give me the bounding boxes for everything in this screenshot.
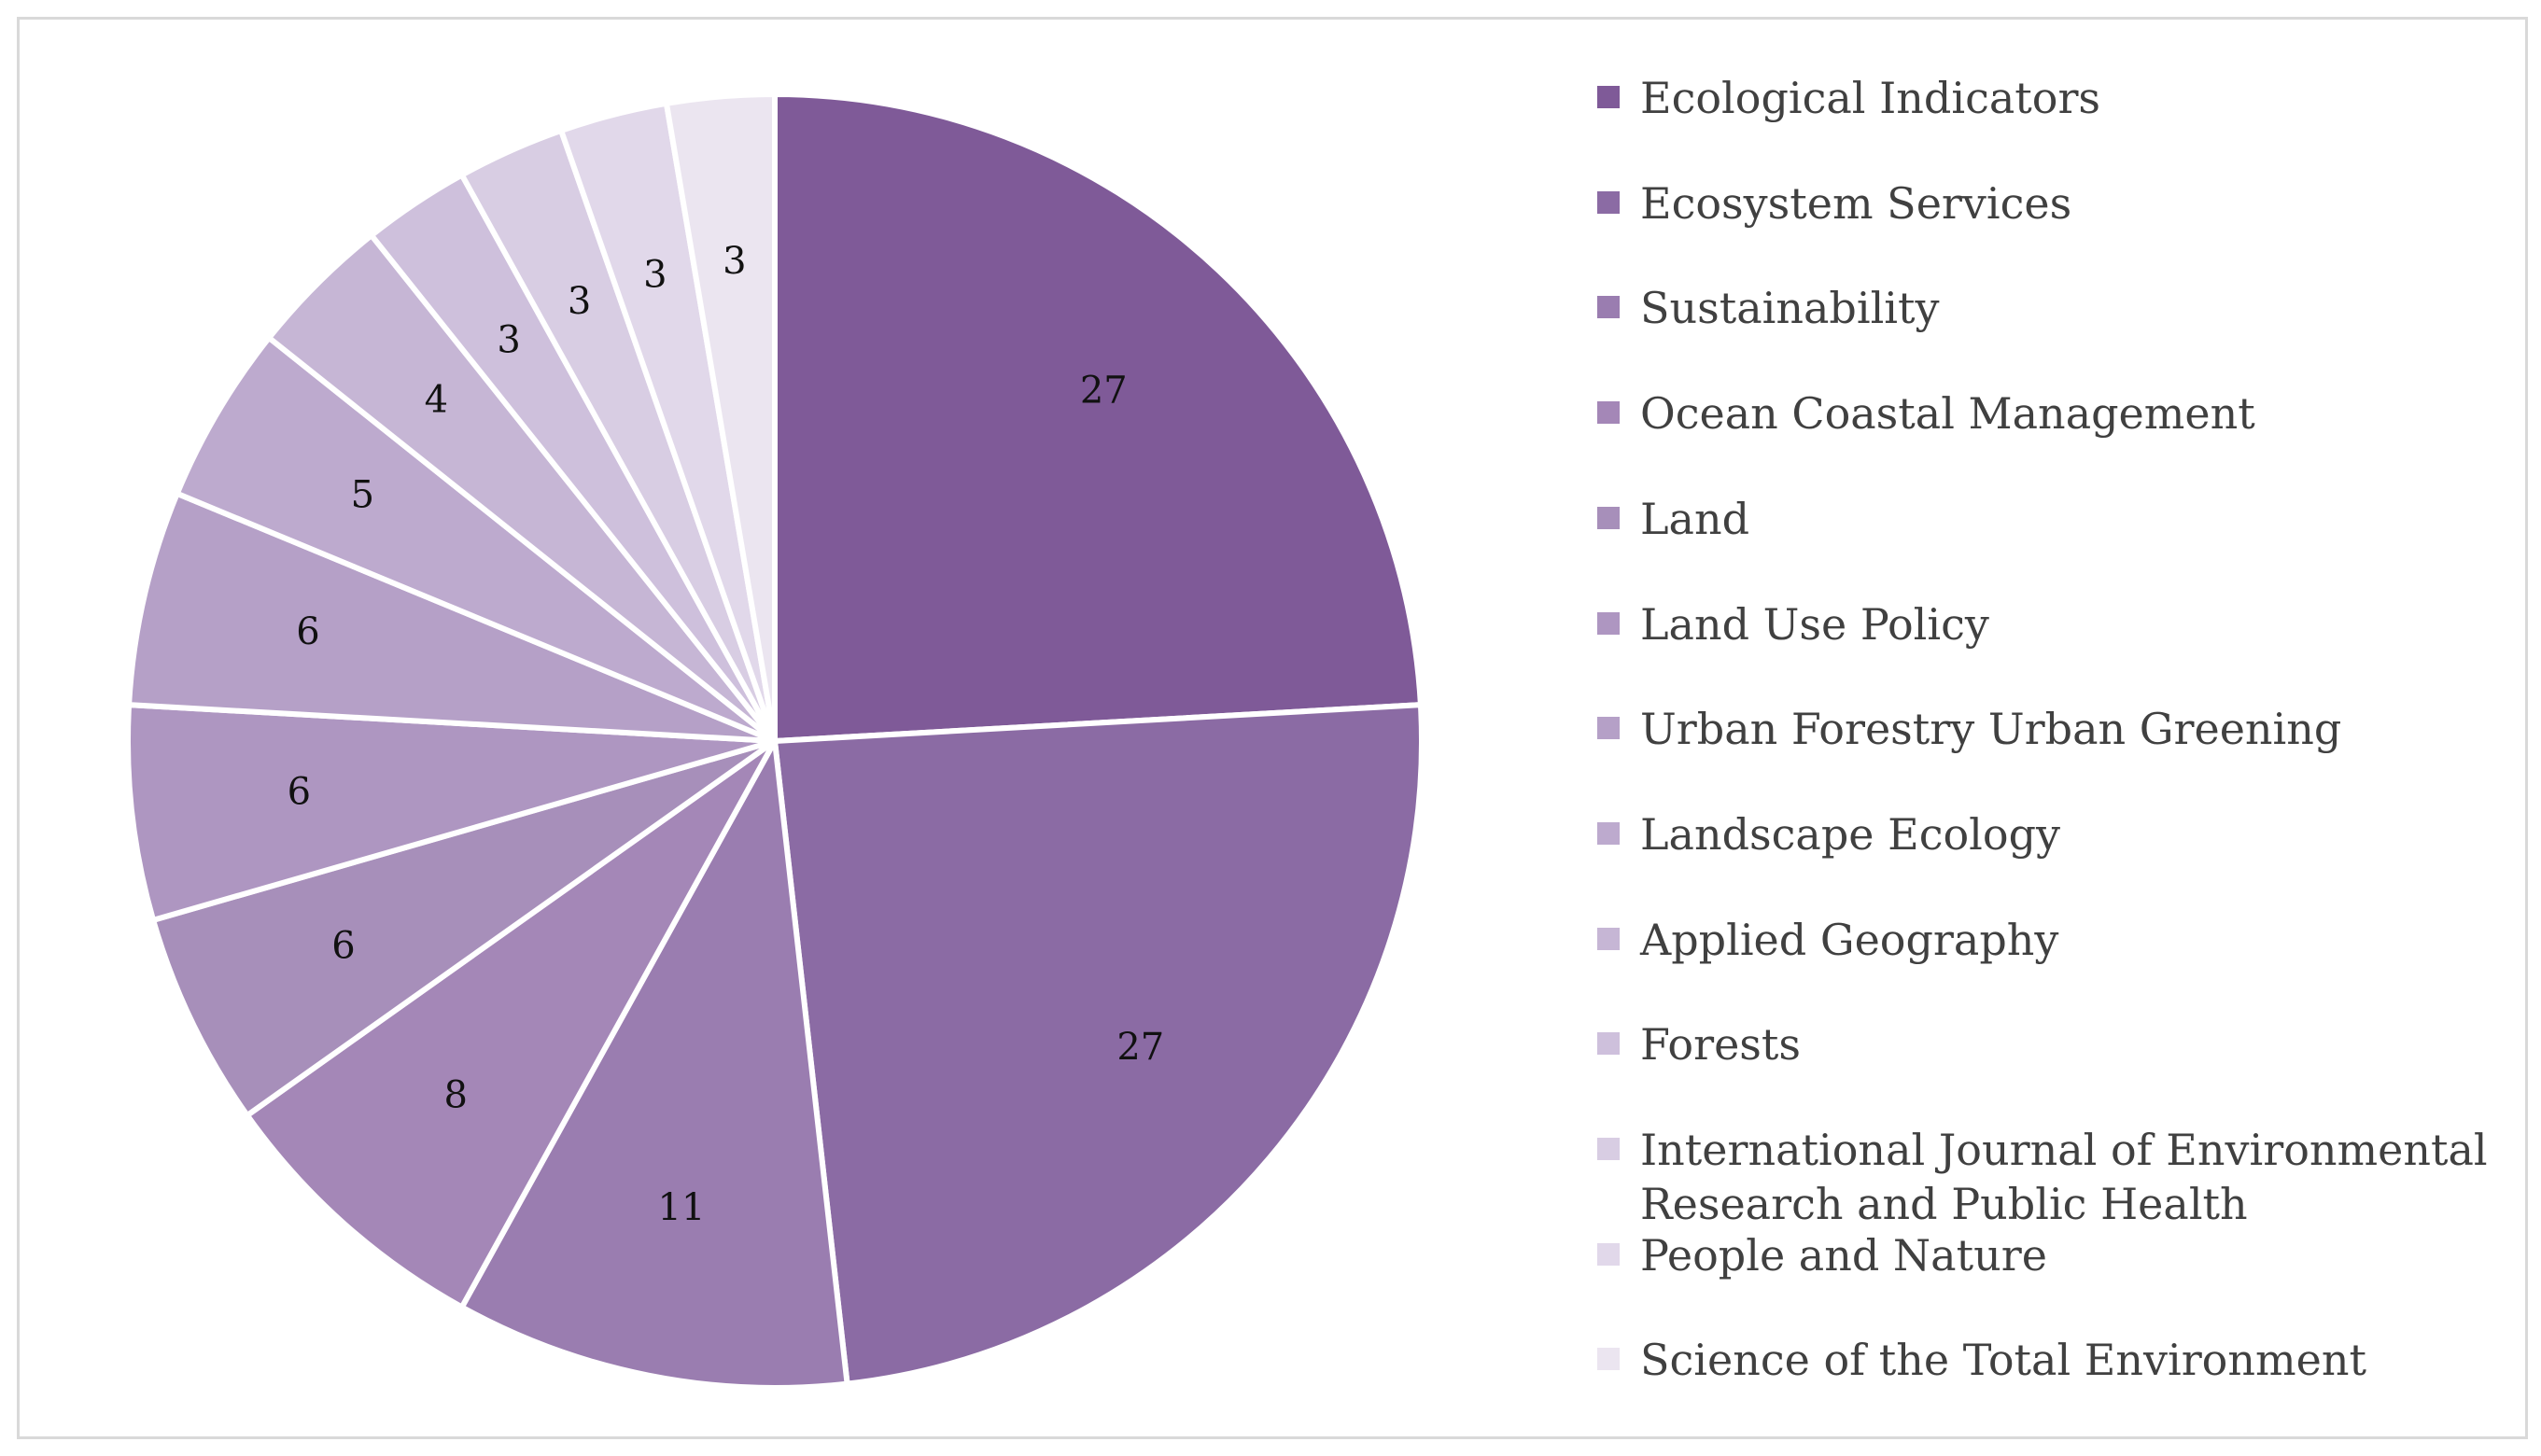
legend-label: Land Use Policy: [1640, 599, 1989, 650]
legend-swatch: [1597, 1032, 1620, 1055]
slice-value-label: 6: [331, 925, 355, 968]
pie-slice: [244, 738, 778, 1310]
legend-item: Ocean Coastal Management: [1597, 386, 2518, 441]
pie-slice: [458, 738, 850, 1391]
legend-swatch: [1597, 86, 1620, 108]
legend-swatch: [1597, 296, 1620, 318]
legend-label: Land: [1640, 494, 1750, 544]
legend-item: Land: [1597, 492, 2518, 546]
legend-label: Applied Geography: [1640, 915, 2059, 965]
slice-value-label: 8: [444, 1073, 468, 1116]
pie-data-labels: 27 27 11 8 6 6 6 5 4 3 3 3 3: [288, 240, 1165, 1229]
pie-slice: [772, 91, 1424, 744]
legend-label: Landscape Ecology: [1640, 809, 2061, 860]
legend-label: People and Nature: [1640, 1230, 2047, 1281]
slice-value-label: 3: [723, 240, 746, 283]
pie-chart: 27 27 11 8 6 6 6 5 4 3 3 3 3: [125, 91, 1425, 1391]
slice-value-label: 4: [425, 378, 448, 421]
legend-swatch: [1597, 928, 1620, 950]
legend-label: Forests: [1640, 1019, 1802, 1070]
pie-slice: [150, 738, 778, 1119]
legend-label: Urban Forestry Urban Greening: [1640, 704, 2342, 754]
legend-item: People and Nature: [1597, 1228, 2518, 1282]
legend-label: Sustainability: [1640, 283, 1940, 333]
slice-value-label: 11: [658, 1186, 706, 1229]
pie-slice: [126, 490, 778, 744]
slice-value-label: 5: [351, 473, 374, 516]
legend-label: International Journal of Environmental R…: [1640, 1125, 2488, 1229]
slice-value-label: 6: [296, 610, 319, 653]
slice-value-label: 3: [643, 253, 667, 296]
slice-value-label: 3: [497, 319, 520, 362]
legend-label: Ecosystem Services: [1640, 178, 2072, 229]
legend-item: Science of the Total Environment: [1597, 1333, 2518, 1387]
legend-swatch: [1597, 1138, 1620, 1160]
legend-item: Urban Forestry Urban Greening: [1597, 702, 2518, 756]
legend-swatch: [1597, 612, 1620, 635]
legend-swatch: [1597, 507, 1620, 529]
pie-slices: [125, 91, 1425, 1391]
legend-label: Science of the Total Environment: [1640, 1335, 2366, 1385]
legend-swatch: [1597, 1243, 1620, 1266]
slice-value-label: 27: [1080, 369, 1128, 412]
legend-swatch: [1597, 191, 1620, 214]
pie-slice: [174, 334, 778, 744]
legend-item: Land Use Policy: [1597, 597, 2518, 651]
legend-item: International Journal of Environmental R…: [1597, 1123, 2518, 1231]
legend-swatch: [1597, 401, 1620, 424]
legend-item: Ecological Indicators: [1597, 71, 2518, 125]
pie-slice: [663, 91, 778, 744]
slice-value-label: 6: [288, 770, 311, 813]
legend-label: Ecological Indicators: [1640, 73, 2101, 123]
legend-label: Ocean Coastal Management: [1640, 388, 2255, 439]
legend-swatch: [1597, 1348, 1620, 1370]
pie-slice: [772, 702, 1425, 1387]
legend-item: Forests: [1597, 1017, 2518, 1071]
pie-slice: [125, 702, 778, 923]
legend-item: Ecosystem Services: [1597, 176, 2518, 231]
chart-figure: 27 27 11 8 6 6 6 5 4 3 3 3 3 Ecological Indicators Ec…: [17, 17, 2528, 1439]
legend-item: Applied Geography: [1597, 913, 2518, 967]
slice-value-label: 27: [1116, 1026, 1164, 1069]
legend-swatch: [1597, 717, 1620, 739]
slice-value-label: 3: [568, 280, 591, 323]
legend-item: Landscape Ecology: [1597, 807, 2518, 861]
legend-item: Sustainability: [1597, 281, 2518, 335]
legend-swatch: [1597, 822, 1620, 845]
